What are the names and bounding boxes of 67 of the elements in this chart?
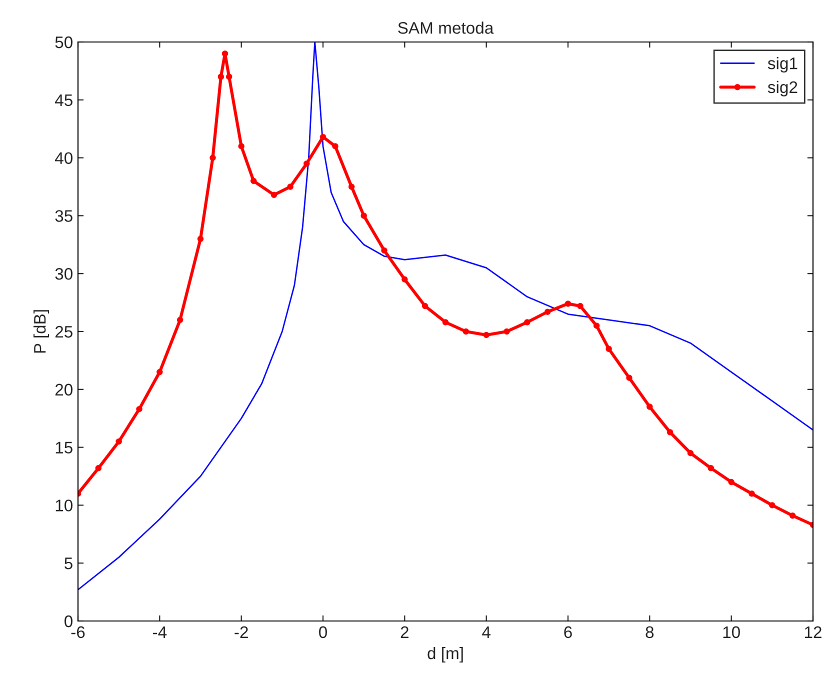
- point: [462, 328, 470, 335]
- point: [606, 346, 612, 352]
- point: [483, 332, 490, 338]
- point: [544, 308, 551, 315]
- point: [524, 319, 530, 326]
- point: [197, 236, 204, 242]
- chart-title: SAM metoda: [398, 22, 494, 34]
- point: [769, 502, 776, 508]
- x-tick-label: 6: [564, 626, 572, 638]
- y-tick-label: 35: [55, 210, 72, 222]
- point: [304, 160, 310, 167]
- point: [360, 212, 367, 219]
- point: [226, 74, 232, 80]
- y-tick-label: 15: [56, 442, 72, 454]
- point: [577, 302, 584, 310]
- point: [504, 328, 510, 335]
- point: [156, 368, 163, 376]
- x-tick-label: 0: [319, 626, 327, 638]
- legend-label: sig2: [768, 80, 798, 96]
- point: [728, 478, 734, 486]
- point: [210, 154, 216, 161]
- y-tick-label: 40: [54, 152, 72, 164]
- y-tick-label: 25: [55, 326, 72, 338]
- y-tick-label: 0: [64, 615, 72, 628]
- point: [95, 465, 102, 472]
- x-axis-title: d [m]: [428, 646, 463, 662]
- x-tick-label: 12: [805, 626, 822, 638]
- y-axis-title: P [dB]: [34, 310, 50, 353]
- point: [626, 374, 632, 381]
- point: [136, 406, 142, 412]
- point: [442, 319, 449, 326]
- point: [270, 192, 278, 198]
- x-tick-label: 4: [482, 626, 490, 638]
- point: [646, 404, 653, 410]
- y-tick-label: 5: [64, 558, 72, 570]
- point: [116, 438, 122, 445]
- x-tick-label: -6: [71, 626, 85, 638]
- y-tick-label: 20: [55, 384, 72, 396]
- point: [687, 450, 694, 456]
- point: [218, 74, 224, 80]
- point: [222, 50, 228, 57]
- y-tick-label: 50: [55, 36, 72, 48]
- point: [332, 143, 338, 150]
- x-tick-label: -2: [234, 626, 248, 638]
- point: [666, 429, 674, 436]
- point: [348, 184, 355, 190]
- point: [381, 247, 388, 254]
- y-tick-label: 10: [56, 500, 72, 512]
- x-tick-label: 8: [646, 626, 654, 638]
- point: [238, 143, 244, 150]
- point: [708, 465, 714, 472]
- point: [593, 322, 600, 329]
- point: [422, 302, 428, 310]
- point: [402, 276, 408, 283]
- x-tick-label: 2: [400, 626, 408, 638]
- y-tick-label: 45: [54, 94, 72, 106]
- point: [320, 134, 326, 140]
- point: [789, 512, 796, 519]
- point: [564, 300, 572, 307]
- point: [287, 184, 294, 190]
- point: [176, 316, 184, 324]
- legend-label: sig1: [768, 57, 798, 73]
- y-tick-label: 30: [55, 268, 72, 280]
- x-tick-label: -4: [152, 626, 167, 638]
- x-tick-label: 10: [723, 626, 740, 638]
- point: [748, 490, 755, 497]
- point: [250, 178, 257, 184]
